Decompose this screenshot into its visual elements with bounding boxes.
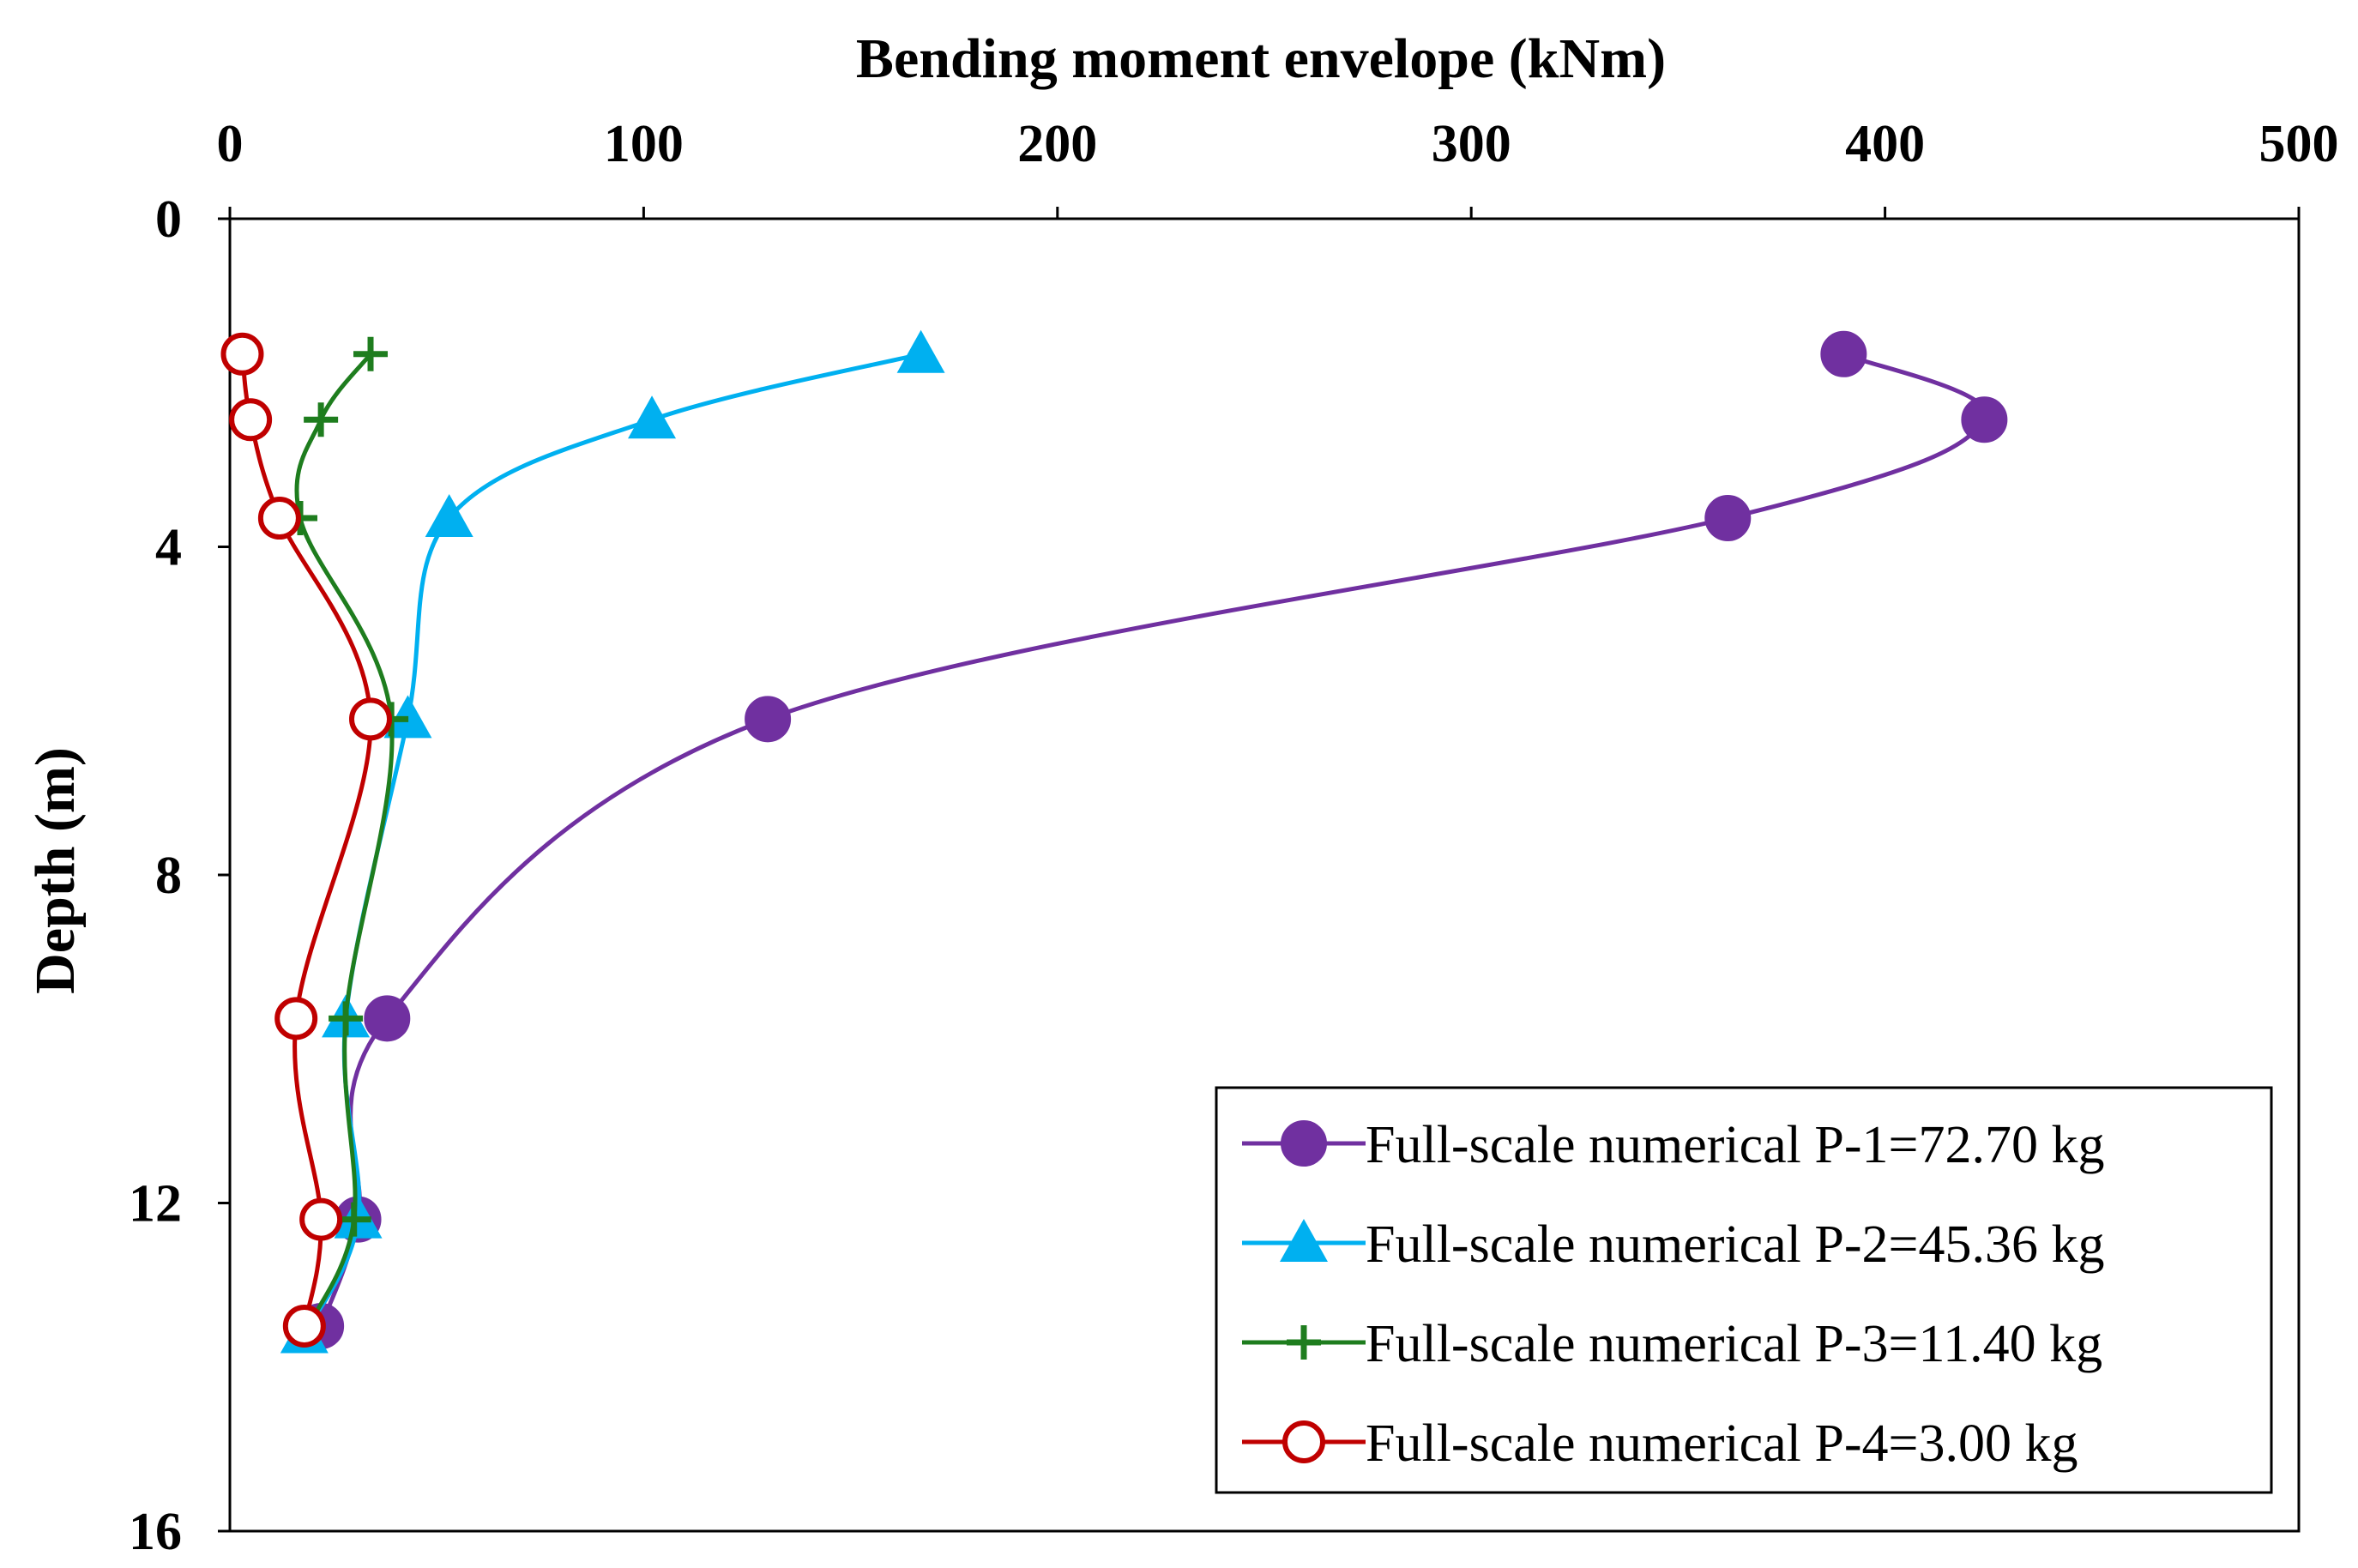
axis-ticks: 0 100 200 300 400 500 0 4 8 12 16	[129, 115, 2339, 1561]
legend-label: Full-scale numerical P-1=72.70 kg	[1366, 1116, 2104, 1174]
data-point	[1280, 1219, 1328, 1262]
x-tick-label: 100	[604, 115, 684, 173]
data-point	[425, 494, 473, 538]
data-point	[1704, 495, 1752, 542]
data-point	[282, 1304, 326, 1348]
legend-box	[1215, 1086, 2273, 1494]
data-point	[349, 697, 393, 741]
data-point	[628, 395, 677, 439]
series-line	[302, 352, 922, 1336]
legend-entry-1: Full-scale numerical P-1=72.70 kg	[1242, 1116, 2104, 1174]
data-point	[336, 1202, 371, 1237]
y-tick-label: 0	[155, 190, 182, 249]
legend-entry-2: Full-scale numerical P-2=45.36 kg	[1242, 1215, 2104, 1274]
series-line	[240, 353, 373, 1327]
data-point	[1961, 396, 2008, 443]
x-tick-label: 200	[1017, 115, 1097, 173]
y-tick-label: 12	[129, 1175, 182, 1233]
legend: Full-scale numerical P-1=72.70 kg Full-sc…	[1215, 1086, 2273, 1494]
y-axis-title: Depth (m)	[24, 747, 87, 994]
data-point	[257, 497, 301, 540]
y-tick-label: 8	[155, 847, 182, 905]
data-point	[299, 1197, 343, 1241]
data-point	[274, 997, 318, 1040]
data-point	[353, 336, 389, 371]
legend-label: Full-scale numerical P-4=3.00 kg	[1366, 1414, 2078, 1473]
y-tick-label: 16	[129, 1503, 182, 1561]
data-point	[220, 332, 264, 376]
data-point	[896, 329, 945, 373]
data-point	[364, 995, 411, 1042]
x-tick-label: 0	[217, 115, 244, 173]
data-point	[229, 398, 273, 442]
series-layer	[220, 329, 2008, 1354]
data-point	[1282, 1420, 1325, 1463]
series-4	[220, 332, 393, 1348]
data-point	[1287, 1325, 1321, 1360]
legend-entry-4: Full-scale numerical P-4=3.00 kg	[1242, 1414, 2078, 1473]
data-point	[1820, 330, 1867, 377]
legend-label: Full-scale numerical P-2=45.36 kg	[1366, 1215, 2104, 1274]
x-tick-label: 300	[1432, 115, 1511, 173]
data-point	[1281, 1120, 1327, 1167]
data-point	[329, 1001, 364, 1036]
data-point	[745, 696, 792, 743]
x-axis-title: Bending moment envelope (kNm)	[856, 27, 1666, 90]
x-tick-label: 500	[2259, 115, 2339, 173]
legend-entry-3: Full-scale numerical P-3=11.40 kg	[1242, 1315, 2102, 1373]
y-tick-label: 4	[155, 519, 182, 577]
x-tick-label: 400	[1845, 115, 1925, 173]
legend-label: Full-scale numerical P-3=11.40 kg	[1366, 1315, 2102, 1373]
data-point	[304, 402, 339, 437]
series-line	[294, 353, 395, 1327]
